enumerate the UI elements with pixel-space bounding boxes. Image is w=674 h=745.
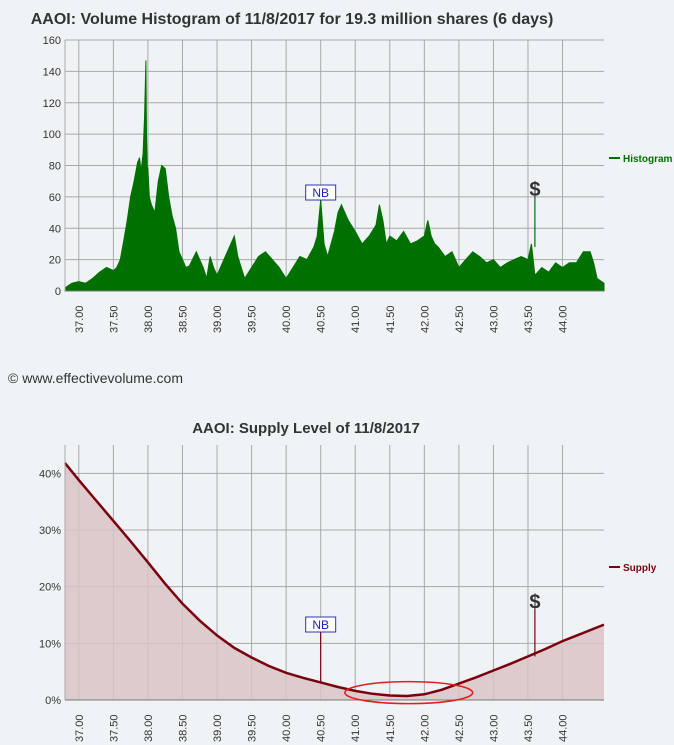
nb-marker-box [305,184,337,201]
x-tick-label: 37.00 [74,714,86,742]
y-tick-label: 40% [39,468,61,480]
y-tick-label: 80 [49,161,61,173]
x-tick-label: 40.50 [316,305,328,333]
dollar-marker-label: $ [529,179,540,201]
y-tick-label: 40 [49,223,61,235]
highlight-ellipse [344,680,474,705]
supply-line [64,462,605,698]
y-tick-label: 20% [39,582,61,594]
x-tick-label: 43.50 [523,305,535,333]
x-tick-label: 37.50 [108,714,120,742]
x-tick-label: 39.00 [212,305,224,333]
x-tick-label: 43.00 [488,714,500,742]
y-tick-label: 10% [39,638,61,650]
x-tick-label: 43.00 [488,305,500,333]
x-tick-label: 38.50 [177,305,189,333]
x-tick-label: 39.50 [247,714,259,742]
legend-label-1: Supply [623,563,657,574]
x-tick-label: 37.00 [74,305,86,333]
x-tick-label: 42.50 [454,714,466,742]
dollar-marker-label: $ [529,591,540,613]
x-tick-label: 42.00 [419,714,431,742]
x-tick-label: 38.00 [143,714,155,742]
x-tick-label: 39.50 [247,305,259,333]
y-tick-label: 120 [43,98,61,110]
chart-title-1: AAOI: Supply Level of 11/8/2017 [192,420,420,437]
legend-label-0: Histogram [623,154,673,165]
y-tick-label: 160 [43,35,61,47]
x-tick-label: 41.00 [350,305,362,333]
y-tick-label: 100 [43,129,61,141]
chart-title-0: AAOI: Volume Histogram of 11/8/2017 for … [31,11,554,28]
x-tick-label: 41.00 [350,714,362,742]
x-tick-label: 41.50 [385,714,397,742]
x-tick-label: 40.50 [316,714,328,742]
x-tick-label: 44.00 [558,305,570,333]
y-tick-label: 30% [39,525,61,537]
x-tick-label: 38.00 [143,305,155,333]
x-tick-label: 43.50 [523,714,535,742]
y-tick-label: 60 [49,192,61,204]
x-tick-label: 42.50 [454,305,466,333]
nb-marker-label: NB [312,186,329,200]
x-tick-label: 42.00 [419,305,431,333]
y-tick-label: 140 [43,66,61,78]
x-tick-label: 37.50 [108,305,120,333]
credit-text: © www.effectivevolume.com [8,370,184,386]
nb-marker-box [305,616,337,633]
x-tick-label: 41.50 [385,305,397,333]
supply-area [65,463,604,700]
y-tick-label: 0 [55,286,61,298]
x-tick-label: 40.00 [281,714,293,742]
y-tick-label: 20 [49,255,61,267]
x-tick-label: 39.00 [212,714,224,742]
x-tick-label: 38.50 [177,714,189,742]
nb-marker-label: NB [312,618,329,632]
x-tick-label: 44.00 [558,714,570,742]
histogram-area [64,60,605,292]
y-tick-label: 0% [45,695,61,707]
x-tick-label: 40.00 [281,305,293,333]
